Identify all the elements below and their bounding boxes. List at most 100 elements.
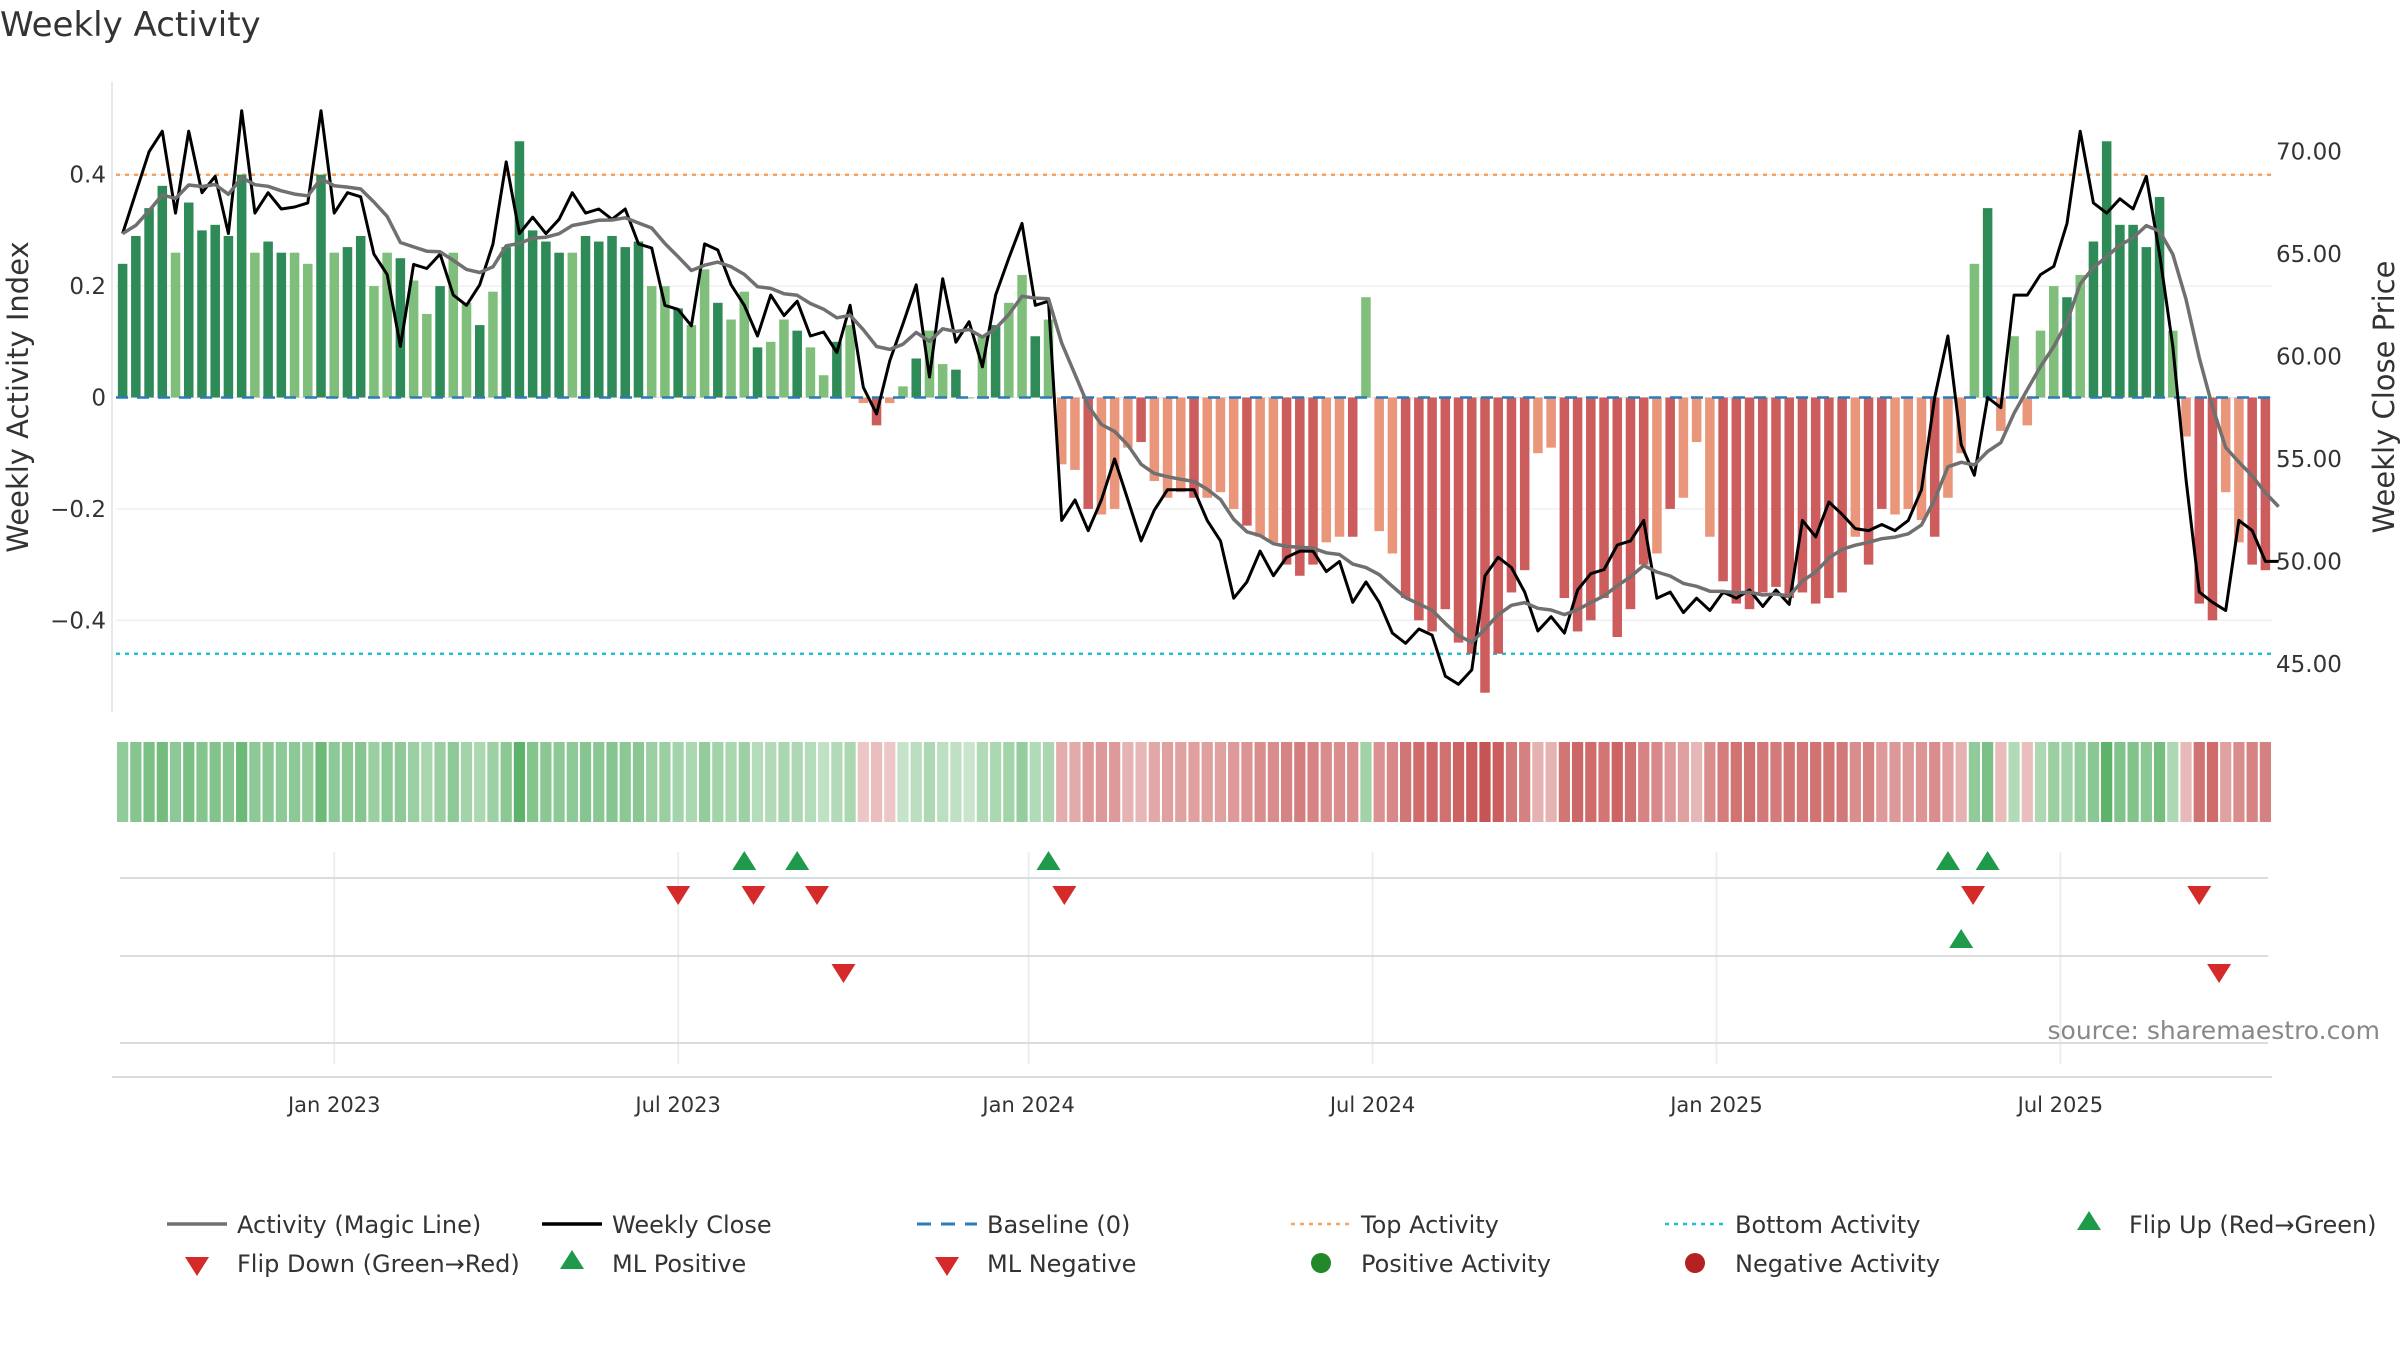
heat-cell (527, 742, 539, 822)
heat-cell (1929, 742, 1941, 822)
heat-cell (1347, 742, 1359, 822)
legend-circle-icon (1685, 1253, 1705, 1273)
activity-bar (1533, 397, 1543, 454)
activity-bar (329, 252, 340, 398)
heat-cell (619, 742, 631, 822)
activity-bar (567, 252, 578, 398)
heat-cell (1479, 742, 1491, 822)
activity-bar (818, 375, 829, 398)
heat-cell (236, 742, 248, 822)
activity-bar (1123, 397, 1133, 448)
activity-bar (580, 235, 591, 398)
activity-bar (1929, 397, 1940, 537)
heat-cell (315, 742, 327, 822)
heat-cell (434, 742, 446, 822)
heat-cell (421, 742, 433, 822)
activity-bar (2234, 397, 2244, 543)
heat-cell (169, 742, 182, 822)
activity-bar (1030, 336, 1041, 398)
heat-cell (249, 742, 261, 822)
flip-up-marker (1975, 851, 2000, 870)
heat-cell (2140, 742, 2152, 822)
activity-bar (620, 247, 631, 398)
activity-bar (289, 252, 300, 398)
heat-cell (672, 742, 684, 822)
activity-bar (1890, 397, 1900, 515)
activity-bar (964, 397, 974, 399)
heat-cell (2021, 742, 2033, 822)
activity-heat-strip (117, 742, 2271, 822)
heat-cell (685, 742, 697, 822)
heat-cell (1770, 742, 1782, 822)
heat-cell (2101, 742, 2113, 822)
heat-cell (1452, 742, 1465, 822)
heat-cell (1730, 742, 1742, 822)
activity-bars (117, 141, 2271, 693)
legend-item: ML Negative (935, 1250, 1136, 1278)
legend-item: Weekly Close (542, 1211, 772, 1239)
heat-cell (1995, 742, 2007, 822)
heat-cell (923, 742, 936, 822)
activity-bar (1295, 397, 1305, 576)
activity-bar (554, 252, 564, 398)
y-tick-label: 0 (91, 386, 106, 412)
heat-cell (1532, 742, 1544, 822)
x-tick-label: Jan 2023 (286, 1093, 381, 1117)
activity-bar (1268, 397, 1279, 543)
activity-bar (474, 325, 485, 398)
weekly-close-line (121, 109, 2279, 686)
activity-bar (382, 252, 392, 398)
heat-cell (1413, 742, 1425, 822)
heat-cell (606, 742, 618, 822)
heat-cell (2180, 742, 2192, 822)
activity-bar (805, 347, 816, 398)
heat-cell (659, 742, 671, 822)
y2-tick-label: 55.00 (2276, 447, 2342, 473)
heat-cell (117, 742, 129, 822)
flip-down-marker (805, 886, 830, 905)
heat-cell (1638, 742, 1650, 822)
activity-bar (2207, 397, 2218, 621)
heat-cell (1214, 742, 1227, 822)
heat-cell (1294, 742, 1306, 822)
heat-cell (2008, 742, 2020, 822)
activity-bar (1916, 397, 1927, 521)
heat-cell (2034, 742, 2047, 822)
activity-bar (2009, 336, 2019, 398)
activity-bar (223, 235, 234, 398)
heat-cell (1426, 742, 1438, 822)
activity-bar (1400, 397, 1411, 599)
activity-bar (276, 252, 287, 398)
activity-bar (1956, 397, 1966, 454)
activity-bar (1612, 397, 1623, 638)
heat-cell (1466, 742, 1478, 822)
activity-bar (1281, 397, 1292, 565)
y2-tick-label: 65.00 (2276, 242, 2342, 268)
heat-cell (1519, 742, 1531, 822)
activity-bar (858, 397, 869, 404)
activity-bar (660, 286, 670, 398)
legend-item: Flip Up (Red→Green) (2077, 1211, 2377, 1239)
heat-cell (540, 742, 552, 822)
activity-bar (197, 230, 207, 398)
magic-line (121, 175, 2280, 645)
heat-cell (1783, 742, 1795, 822)
y-tick-label: 0.2 (69, 274, 106, 300)
activity-bar (752, 347, 763, 398)
activity-bar (1572, 397, 1583, 632)
activity-bar (131, 235, 141, 398)
activity-bar (2115, 224, 2125, 398)
heat-cell (989, 742, 1002, 822)
activity-bar (2260, 397, 2271, 571)
heat-cell (870, 742, 883, 822)
activity-bar (765, 341, 776, 398)
activity-bar (1083, 397, 1093, 509)
activity-bar (1665, 397, 1675, 509)
heat-cell (1188, 742, 1200, 822)
heat-cell (183, 742, 195, 822)
activity-bar (2154, 196, 2165, 398)
activity-bar (1453, 397, 1464, 643)
activity-bar (686, 325, 697, 398)
activity-bar (1136, 397, 1146, 443)
